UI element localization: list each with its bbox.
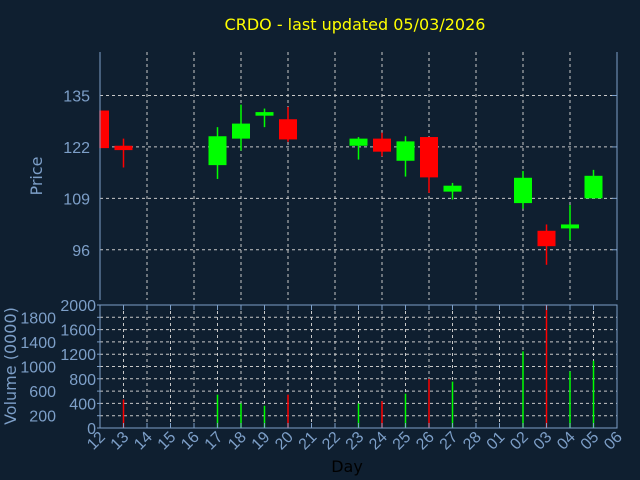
- x-tick-label: 24: [366, 429, 391, 454]
- price-axis: 96 109 122 135: [63, 52, 618, 300]
- x-tick-label: 15: [155, 429, 180, 454]
- volume-tick-label: 1800: [20, 310, 56, 327]
- candle-body: [537, 230, 556, 247]
- candle-body: [514, 177, 532, 204]
- volume-tick-label: 600: [29, 384, 56, 401]
- volume-tick-label: 1000: [20, 360, 56, 377]
- candle-body: [420, 137, 438, 178]
- price-tick-label: 109: [63, 191, 90, 208]
- x-tick-label: 14: [131, 429, 156, 454]
- volume-bars: [122, 305, 595, 428]
- volume-tick-label: 2000: [60, 298, 96, 315]
- x-tick-label: 28: [460, 429, 485, 454]
- x-tick-label: 22: [319, 429, 344, 454]
- x-tick-label: 25: [390, 429, 415, 454]
- volume-tick-label: 1200: [60, 347, 96, 364]
- volume-tick-label: 1600: [60, 323, 96, 340]
- candle-body: [396, 141, 415, 161]
- candle-body: [561, 224, 579, 229]
- candle-body: [584, 175, 603, 199]
- x-tick-label: 16: [178, 429, 203, 454]
- x-tick-label: 20: [272, 429, 297, 454]
- candle-body: [232, 123, 250, 139]
- volume-tick-label: 0: [87, 421, 96, 438]
- candle-body: [279, 119, 297, 140]
- y-axis-label-volume: Volume (0000): [1, 307, 20, 425]
- volume-tick-label: 1400: [20, 335, 56, 352]
- candle-body: [255, 112, 274, 116]
- x-tick-label: 05: [578, 429, 603, 454]
- x-tick-label: 21: [296, 429, 321, 454]
- volume-tick-label: 200: [29, 409, 56, 426]
- x-tick-label: 03: [531, 429, 556, 454]
- x-tick-label: 26: [413, 429, 438, 454]
- price-tick-label: 96: [72, 243, 90, 260]
- x-tick-label: 13: [108, 429, 133, 454]
- y-axis-label-price: Price: [27, 156, 46, 195]
- x-tick-label: 04: [554, 429, 579, 454]
- x-tick-label: 01: [484, 429, 509, 454]
- candle-body: [100, 110, 109, 149]
- price-candles: [99, 104, 603, 265]
- chart-title: CRDO - last updated 05/03/2026: [225, 15, 486, 34]
- candle-body: [208, 136, 227, 166]
- price-grid: [100, 52, 617, 300]
- price-tick-label: 122: [63, 140, 90, 157]
- candle-body: [349, 138, 368, 146]
- volume-tick-label: 800: [69, 372, 96, 389]
- x-tick-label: 19: [249, 429, 274, 454]
- candle-body: [443, 185, 462, 192]
- x-tick-label: 02: [507, 429, 532, 454]
- candle-body: [114, 145, 133, 151]
- candle-body: [373, 138, 391, 152]
- price-tick-label: 135: [63, 89, 90, 106]
- x-tick-label: 27: [437, 429, 462, 454]
- x-tick-label: 23: [343, 429, 368, 454]
- x-tick-label: 17: [202, 429, 227, 454]
- x-axis-label: Day: [331, 457, 363, 476]
- x-tick-label: 18: [225, 429, 250, 454]
- x-tick-label: 06: [601, 429, 626, 454]
- volume-tick-label: 400: [69, 396, 96, 413]
